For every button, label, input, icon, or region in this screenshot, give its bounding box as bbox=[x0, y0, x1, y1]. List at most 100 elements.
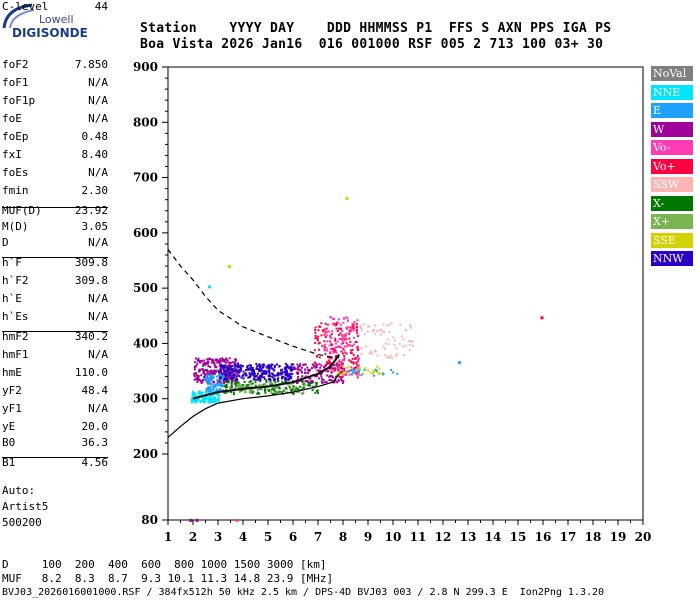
echo-point bbox=[383, 347, 386, 350]
param-row: hmF1 N/A bbox=[2, 348, 108, 362]
echo-point bbox=[216, 369, 219, 372]
echo-point bbox=[195, 399, 198, 402]
echo-point bbox=[296, 366, 299, 369]
echo-point bbox=[277, 374, 280, 377]
echo-point bbox=[323, 340, 326, 343]
echo-point bbox=[213, 363, 216, 366]
echo-point bbox=[341, 333, 344, 336]
echo-point bbox=[201, 364, 204, 367]
echo-point bbox=[357, 365, 360, 368]
echo-point bbox=[325, 331, 328, 334]
echo-point bbox=[348, 359, 351, 362]
echo-point bbox=[330, 371, 333, 374]
param-value: 2.30 bbox=[81, 184, 109, 197]
echo-point bbox=[229, 390, 232, 393]
echo-point bbox=[265, 380, 268, 383]
echo-point bbox=[350, 369, 353, 372]
echo-point bbox=[198, 378, 201, 381]
echo-point bbox=[251, 391, 254, 394]
echo-point bbox=[196, 378, 199, 381]
echo-point bbox=[347, 326, 350, 329]
echo-point bbox=[277, 380, 280, 383]
echo-point bbox=[283, 367, 286, 370]
echo-point bbox=[255, 368, 258, 371]
echo-point bbox=[349, 329, 352, 332]
echo-point bbox=[264, 391, 267, 394]
param-name: foEs bbox=[2, 166, 29, 179]
echo-point bbox=[314, 328, 317, 331]
echo-point bbox=[349, 326, 352, 329]
echo-point bbox=[393, 344, 396, 347]
echo-point bbox=[225, 374, 228, 377]
echo-point bbox=[208, 285, 211, 289]
echo-point bbox=[390, 322, 393, 325]
echo-point bbox=[316, 337, 319, 340]
echo-point bbox=[376, 365, 379, 368]
echo-point bbox=[373, 370, 376, 373]
y-tick-label: 80 bbox=[141, 513, 158, 527]
echo-point bbox=[329, 361, 332, 364]
echo-point bbox=[324, 322, 327, 325]
echo-point bbox=[341, 362, 344, 365]
echo-point bbox=[224, 359, 227, 362]
echo-point bbox=[207, 372, 210, 375]
echo-point bbox=[359, 324, 362, 327]
y-tick-label: 500 bbox=[133, 281, 158, 295]
echo-point bbox=[334, 339, 337, 342]
x-tick-label: 8 bbox=[339, 530, 347, 544]
echo-point bbox=[228, 357, 231, 360]
echo-point bbox=[274, 392, 277, 395]
echo-point bbox=[317, 329, 320, 332]
echo-point bbox=[259, 380, 262, 383]
echo-point bbox=[357, 360, 360, 363]
echo-point bbox=[213, 371, 216, 374]
echo-point bbox=[284, 374, 287, 377]
echo-point bbox=[458, 361, 461, 365]
echo-point bbox=[357, 363, 360, 366]
echo-point bbox=[327, 356, 330, 359]
echo-point bbox=[265, 372, 268, 375]
y-tick-label: 600 bbox=[133, 226, 158, 240]
echo-point bbox=[336, 381, 339, 384]
echo-point bbox=[194, 361, 197, 364]
echo-point bbox=[386, 338, 389, 341]
echo-point bbox=[226, 370, 229, 373]
echo-point bbox=[345, 341, 348, 344]
echo-point bbox=[253, 375, 256, 378]
echo-point bbox=[214, 390, 217, 393]
echo-point bbox=[298, 390, 301, 393]
echo-point bbox=[356, 373, 359, 376]
echo-point bbox=[326, 330, 329, 333]
echo-point bbox=[216, 358, 219, 361]
echo-point bbox=[271, 387, 274, 390]
echo-point bbox=[339, 328, 342, 331]
echo-point bbox=[211, 385, 214, 388]
param-name: h`F bbox=[2, 256, 22, 269]
echo-point bbox=[309, 384, 312, 387]
x-tick-label: 17 bbox=[560, 530, 577, 544]
echo-point bbox=[353, 343, 356, 346]
echo-point bbox=[252, 373, 255, 376]
echo-point bbox=[228, 374, 231, 377]
echo-point bbox=[207, 370, 210, 373]
echo-point bbox=[388, 331, 391, 334]
echo-point bbox=[209, 401, 212, 404]
echo-point bbox=[237, 385, 240, 388]
echo-point bbox=[224, 386, 227, 389]
echo-point bbox=[378, 367, 381, 370]
echo-point bbox=[268, 365, 271, 368]
echo-point bbox=[353, 371, 356, 374]
echo-point bbox=[334, 349, 337, 352]
param-name: B0 bbox=[2, 436, 16, 449]
echo-point bbox=[353, 320, 356, 323]
echo-point bbox=[281, 372, 284, 375]
echo-point bbox=[243, 391, 246, 394]
echo-point bbox=[235, 384, 238, 387]
echo-point bbox=[288, 366, 291, 369]
echo-point bbox=[205, 388, 208, 391]
echo-point bbox=[374, 324, 377, 327]
echo-point bbox=[193, 375, 196, 378]
echo-point bbox=[297, 375, 300, 378]
echo-point bbox=[263, 378, 266, 381]
echo-point bbox=[315, 374, 318, 377]
